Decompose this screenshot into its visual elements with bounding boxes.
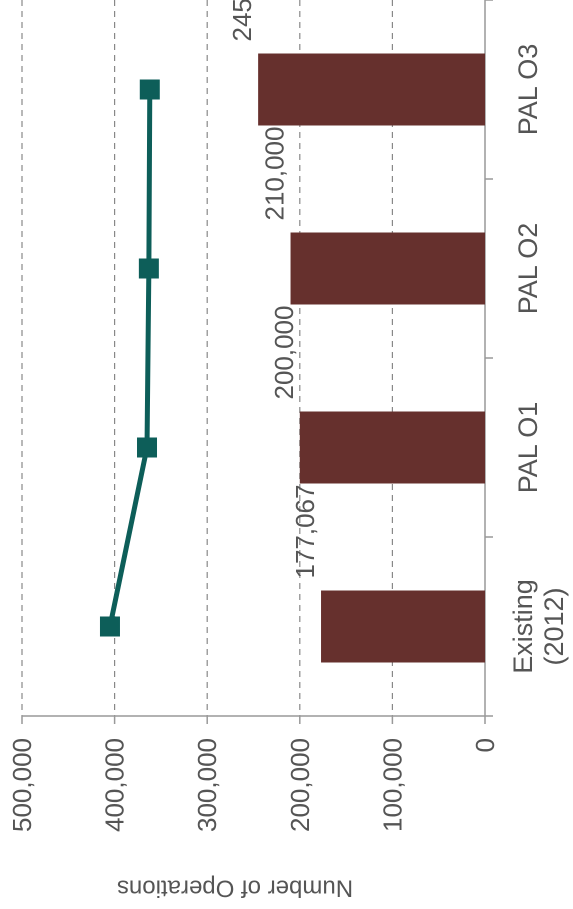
- tick-label: 400,000: [100, 738, 130, 832]
- data-label: 177,067: [290, 485, 320, 579]
- value-axis-title: Number of Operations: [117, 875, 353, 902]
- bar: [299, 411, 485, 484]
- labels: 177,067 200,000 210,000 245,000 Existing(201…: [7, 0, 569, 902]
- line-marker: [138, 258, 159, 279]
- tick-label: 100,000: [377, 738, 407, 832]
- line-marker: [99, 616, 120, 637]
- category-label: PAL O1: [513, 402, 543, 494]
- category-label: PAL O2: [513, 223, 543, 315]
- bars: [258, 53, 485, 663]
- bar: [321, 590, 485, 663]
- tick-label: 500,000: [7, 738, 37, 832]
- bar: [290, 232, 485, 305]
- tick-label: 200,000: [285, 738, 315, 832]
- data-label: 200,000: [269, 306, 299, 400]
- line-series: [99, 79, 160, 637]
- category-label: PAL O3: [513, 44, 543, 136]
- data-label: 210,000: [260, 127, 290, 221]
- line-marker: [139, 79, 160, 100]
- line-marker: [137, 437, 158, 458]
- category-label: (2012): [539, 587, 569, 665]
- data-label: 245,000: [227, 0, 257, 42]
- category-label: Existing: [508, 579, 538, 674]
- tick-label: 0: [470, 738, 500, 752]
- bar: [258, 53, 485, 126]
- series-line: [107, 89, 153, 628]
- tick-label: 300,000: [192, 738, 222, 832]
